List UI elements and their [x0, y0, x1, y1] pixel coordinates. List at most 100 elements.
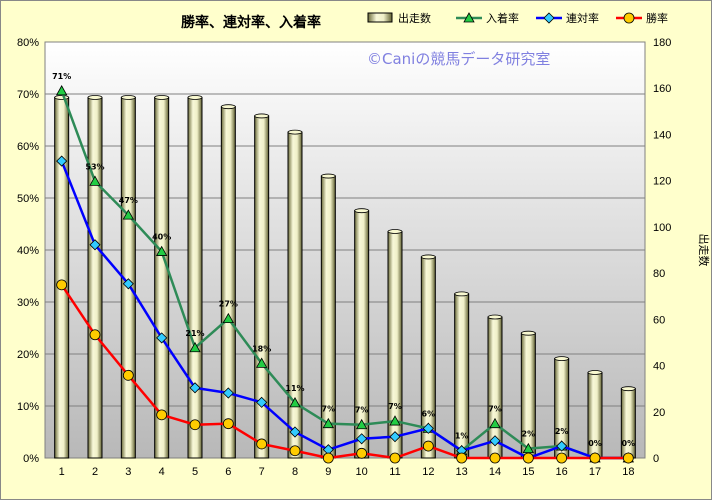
y-axis-left: 0% 10% 20% 30% 40% 50% 60% 70% 80%	[17, 37, 39, 465]
data-point	[489, 417, 501, 429]
bar-cap	[287, 129, 303, 135]
bar	[287, 131, 303, 459]
bar-cap	[554, 356, 570, 362]
bar-cap	[320, 173, 336, 179]
bar-cap	[54, 95, 70, 100]
data-point	[89, 239, 101, 251]
x-tick-label: 1	[59, 466, 65, 478]
bar-cap	[487, 314, 503, 320]
x-tick-label: 13	[456, 466, 468, 478]
bar-cap	[87, 95, 103, 100]
data-point	[222, 387, 234, 399]
bar-cap	[620, 386, 636, 392]
bar	[87, 96, 103, 459]
data-point	[156, 409, 168, 421]
data-point	[322, 452, 334, 464]
data-point	[189, 341, 201, 353]
legend: 出走数 入着率 連対率 勝率	[367, 11, 668, 25]
data-label: 7%	[388, 402, 402, 411]
y-axis-right: 0 20 40 60 80 100 120 140 160 180	[653, 37, 671, 465]
data-point	[589, 452, 601, 464]
data-point	[256, 438, 268, 450]
legend-label: 勝率	[646, 11, 668, 25]
bar-cap	[454, 291, 470, 297]
series-line	[60, 90, 629, 460]
y-right-tick-label: 80	[653, 268, 665, 280]
data-point	[489, 452, 501, 464]
y-right-tick-label: 180	[653, 37, 671, 49]
data-point	[356, 433, 368, 445]
y-left-tick-label: 0%	[23, 453, 39, 465]
data-point	[56, 155, 68, 167]
data-label: 0%	[588, 439, 602, 448]
data-label: 1%	[455, 432, 469, 441]
y-axis-right-label: 出走数	[697, 234, 711, 267]
data-label: 7%	[322, 405, 336, 414]
legend-swatch	[367, 12, 393, 23]
bar-cap	[254, 113, 270, 119]
data-point	[122, 278, 134, 290]
y-right-tick-label: 60	[653, 314, 665, 326]
data-label: 53%	[85, 162, 104, 171]
watermark-text: ©Caniの競馬データ研究室	[367, 50, 550, 68]
bar-cap	[120, 95, 136, 100]
data-label: 2%	[555, 427, 569, 436]
legend-marker	[623, 12, 635, 24]
bar-cap	[187, 95, 203, 100]
y-right-tick-label: 40	[653, 361, 665, 373]
y-right-tick-label: 100	[653, 222, 671, 234]
data-point	[356, 447, 368, 459]
x-tick-label: 16	[556, 466, 568, 478]
bar	[220, 106, 236, 459]
data-point	[189, 419, 201, 431]
legend-label: 入着率	[486, 11, 519, 25]
series-line	[60, 284, 629, 460]
data-label: 27%	[219, 300, 238, 309]
x-tick-label: 5	[192, 466, 198, 478]
data-point	[255, 357, 268, 368]
data-point	[422, 422, 434, 434]
data-point	[156, 332, 168, 344]
data-point	[355, 418, 368, 430]
y-left-tick-label: 70%	[17, 89, 39, 101]
line-series	[55, 85, 635, 464]
legend-label: 連対率	[566, 11, 599, 25]
x-tick-label: 6	[225, 466, 231, 478]
data-label: 18%	[252, 344, 271, 353]
chart-title: 勝率、連対率、入着率	[181, 14, 321, 31]
y-right-tick-label: 0	[653, 453, 659, 465]
data-label: 71%	[52, 72, 71, 81]
x-axis: 1 2 3 4 5 6 7 8 9 10 11 12 13 14 15 16 17 18	[59, 466, 635, 478]
data-label: 2%	[522, 430, 536, 439]
data-point	[522, 452, 534, 464]
data-label: 47%	[119, 196, 138, 205]
y-left-tick-label: 60%	[17, 141, 39, 153]
data-point	[155, 245, 168, 256]
data-point	[556, 440, 568, 452]
bar-cap	[220, 104, 236, 110]
bar	[154, 96, 170, 459]
data-point	[89, 329, 101, 341]
x-tick-label: 7	[259, 466, 265, 478]
data-label: 21%	[185, 329, 204, 338]
data-point	[389, 415, 401, 426]
legend-marker	[543, 12, 555, 24]
data-point	[289, 397, 301, 408]
x-tick-label: 8	[292, 466, 298, 478]
data-point	[556, 452, 568, 464]
data-label: 0%	[622, 439, 636, 448]
data-point	[456, 452, 468, 464]
bar-cap	[154, 95, 170, 100]
bar-cap	[354, 208, 370, 214]
data-point	[56, 279, 68, 291]
y-right-tick-label: 160	[653, 83, 671, 95]
data-label: 11%	[285, 384, 304, 393]
y-left-tick-label: 50%	[17, 193, 39, 205]
y-right-tick-label: 140	[653, 129, 671, 141]
y-right-tick-label: 120	[653, 176, 671, 188]
bar-cap	[587, 370, 603, 375]
data-point	[122, 209, 135, 220]
x-tick-label: 3	[125, 466, 131, 478]
x-tick-label: 9	[325, 466, 331, 478]
